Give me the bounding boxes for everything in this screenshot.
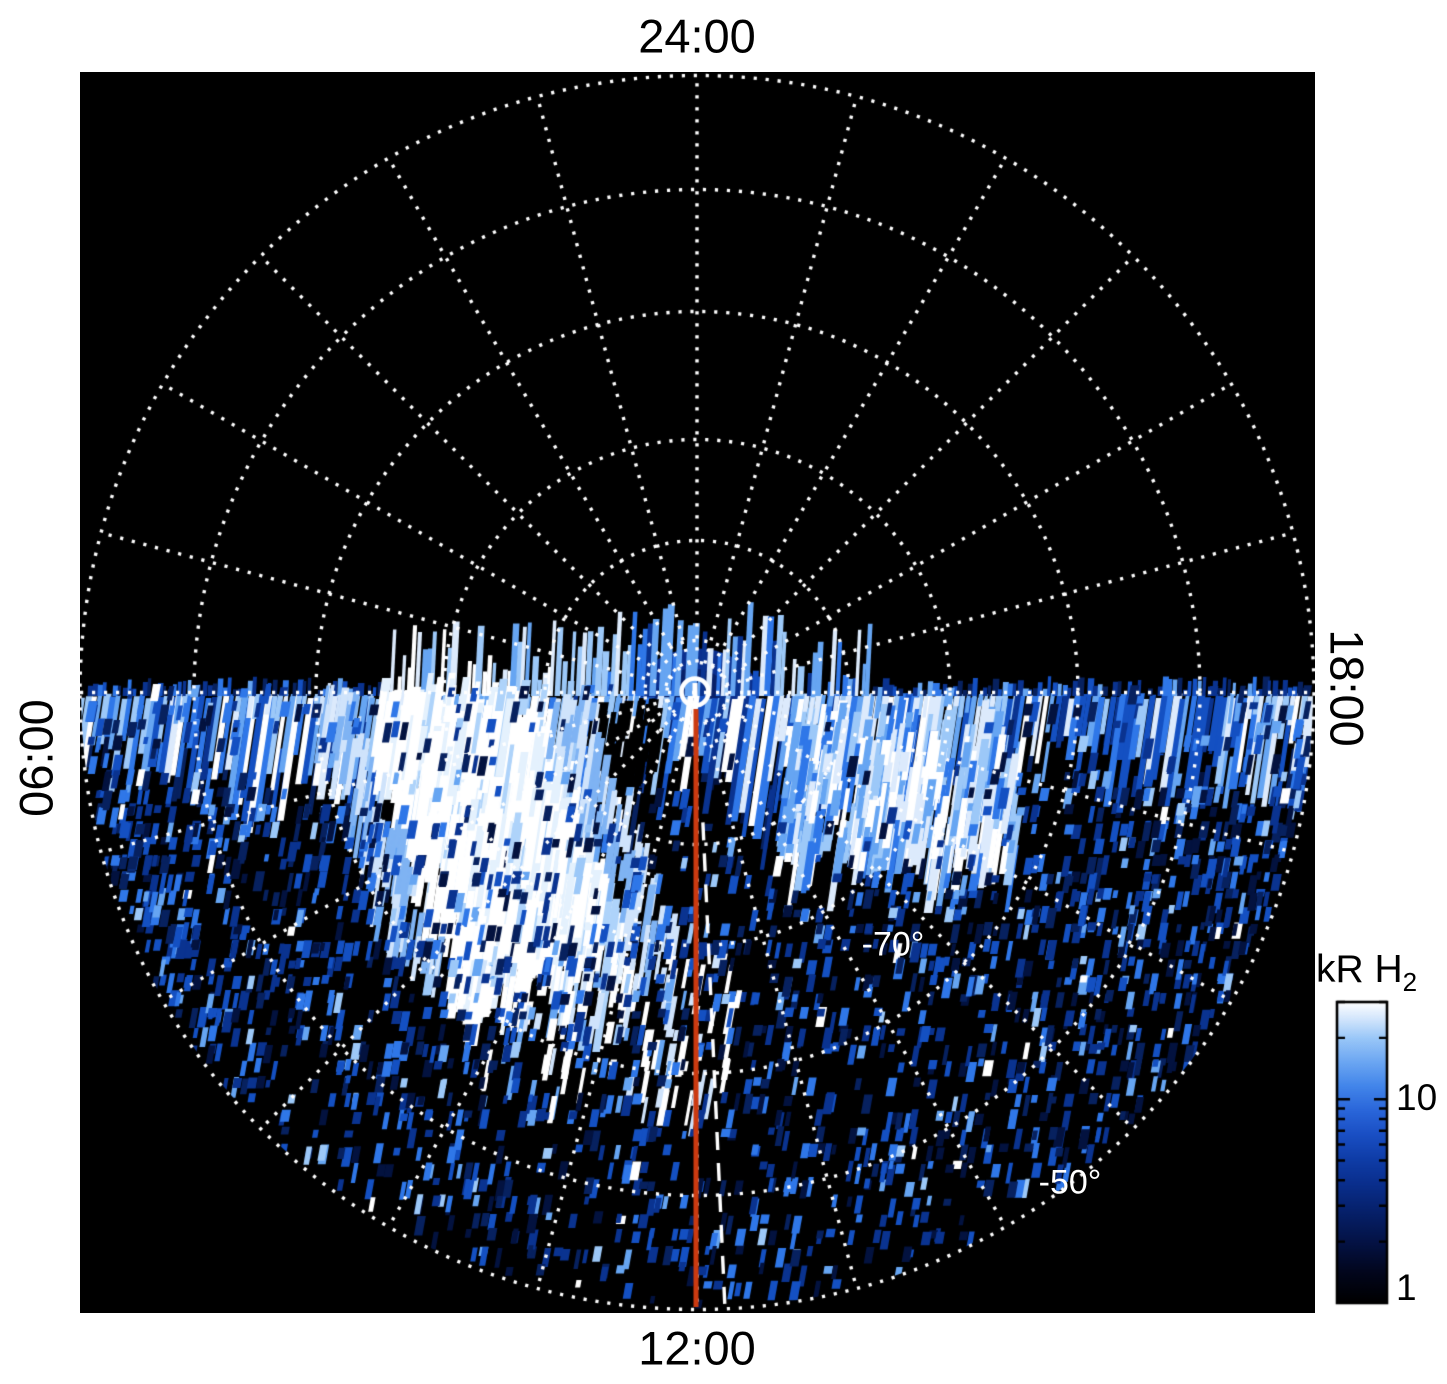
aurora-map-canvas <box>80 72 1315 1313</box>
colorbar-title: kR H2 <box>1316 948 1417 998</box>
colorbar-tick-1: 1 <box>1396 1267 1417 1308</box>
latitude-label-50: -50° <box>1038 1163 1102 1202</box>
localtime-label-right: 18:00 <box>1320 629 1374 747</box>
localtime-label-top: 24:00 <box>638 9 756 63</box>
colorbar-gradient-canvas <box>1322 993 1442 1315</box>
colorbar-title-subscript: 2 <box>1402 966 1418 997</box>
colorbar-tick-10: 10 <box>1396 1077 1438 1118</box>
localtime-label-bottom: 12:00 <box>638 1321 756 1375</box>
latitude-label-70: -70° <box>861 925 925 964</box>
localtime-label-left: 06:00 <box>9 699 63 817</box>
colorbar-title-text: kR H <box>1316 948 1403 991</box>
